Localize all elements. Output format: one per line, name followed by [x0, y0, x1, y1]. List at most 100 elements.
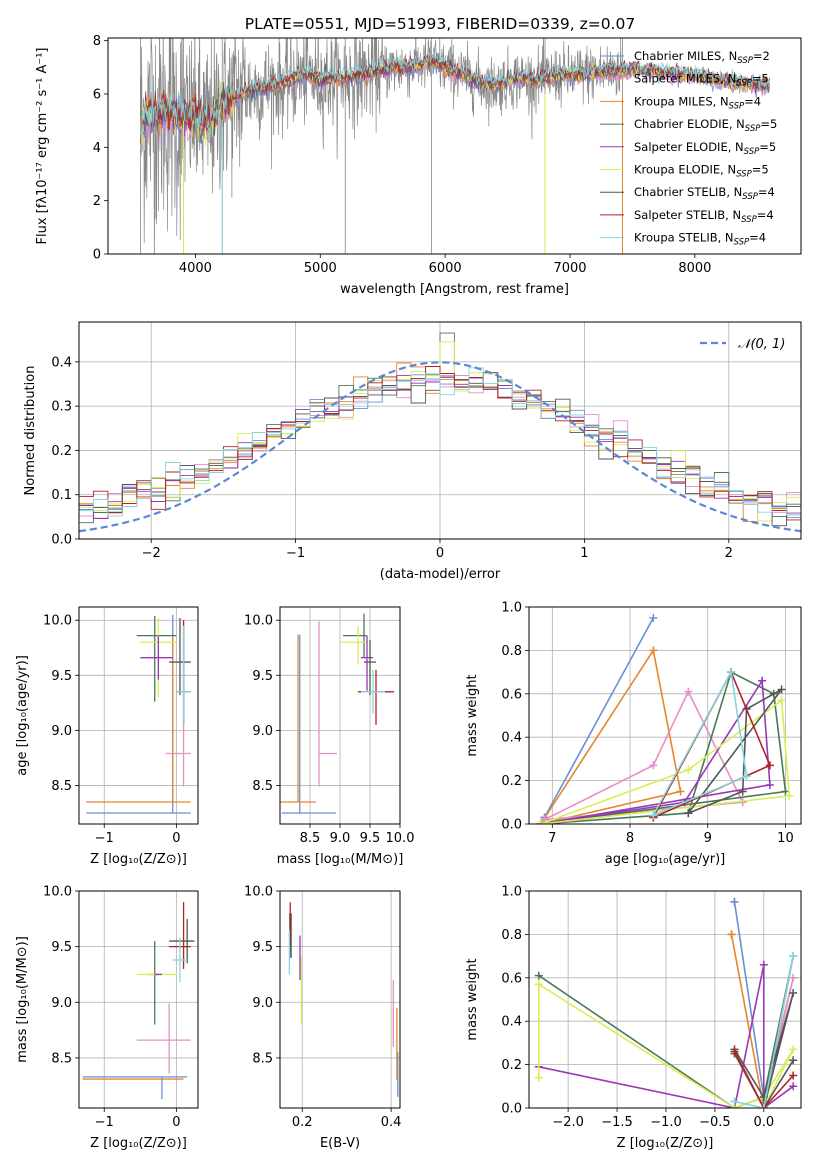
axes-frame — [78, 606, 199, 825]
legend-label-kroupa_elodie: Kroupa ELODIE, NSSP=5 — [634, 163, 769, 180]
errorbar-point-chabrier_stelib — [169, 618, 191, 696]
x-axis-label: Z [log₁₀(Z/Z⊙)] — [90, 852, 187, 867]
axes-frame — [107, 37, 802, 255]
axes-frame — [279, 606, 401, 825]
x-axis-label: (data-model)/error — [380, 567, 501, 582]
y-tick-label: 8.5 — [51, 1051, 72, 1066]
weight-line-chabrier_elodie — [540, 670, 787, 824]
errorbar-point-kroupa_miles — [86, 636, 191, 803]
x-tick-label: −1.5 — [601, 1115, 633, 1130]
x-tick-label: −1 — [95, 1115, 114, 1130]
weight-line-kroupa_elodie — [538, 982, 794, 1108]
y-tick-label: 0.3 — [51, 400, 72, 415]
y-tick-label: 0.6 — [501, 971, 522, 986]
x-axis-label: Z [log₁₀(Z/Z⊙)] — [90, 1136, 187, 1151]
x-tick-label: −2 — [142, 546, 161, 561]
y-axis-label: Flux [fλ10⁻¹⁷ erg cm⁻² s⁻¹ A⁻¹] — [35, 48, 50, 245]
weight-marker-kroupa_miles — [649, 646, 658, 655]
weight-marker-kroupa_stelib — [649, 811, 658, 820]
x-tick-label: 6000 — [429, 261, 462, 276]
weight-marker-kroupa_elodie — [534, 980, 543, 989]
plot-area — [288, 902, 399, 1097]
weight-line-kroupa_stelib — [734, 955, 794, 1108]
x-tick-label: 8 — [626, 831, 634, 846]
weight-marker-salpeter_miles — [738, 798, 747, 807]
figure-title: PLATE=0551, MJD=51993, FIBERID=0339, z=0… — [245, 15, 635, 33]
x-axis-label: age [log₁₀(age/yr)] — [605, 852, 726, 867]
plot-area — [280, 613, 394, 814]
y-axis-label: mass [log₁₀(M/M⊙)] — [15, 936, 30, 1063]
errorbar-point-salpeter_miles — [136, 1003, 191, 1074]
y-tick-label: 0.6 — [501, 687, 522, 702]
x-tick-label: −0.5 — [699, 1115, 731, 1130]
y-tick-label: 9.0 — [51, 996, 72, 1011]
y-tick-label: 10.0 — [244, 614, 273, 629]
errorbar-point-chabrier_stelib — [169, 918, 195, 964]
weight-marker-kroupa_elodie — [785, 791, 794, 800]
weight-marker-salpeter_stelib — [730, 1047, 739, 1056]
axes-frame — [528, 890, 802, 1109]
x-tick-label: −2.0 — [552, 1115, 584, 1130]
x-axis-label: E(B-V) — [320, 1136, 360, 1151]
weight-marker-kroupa_stelib — [727, 668, 736, 677]
weight-marker-kroupa_miles — [727, 930, 736, 939]
y-tick-label: 0.2 — [51, 444, 72, 459]
x-tick-label: 9.5 — [360, 831, 381, 846]
y-tick-label: 9.0 — [51, 724, 72, 739]
y-tick-label: 0.8 — [501, 928, 522, 943]
errorbar-point-kroupa_stelib — [176, 625, 191, 725]
y-tick-label: 0.4 — [501, 1015, 522, 1030]
normal-curve — [79, 361, 801, 533]
y-tick-label: 0.2 — [501, 774, 522, 789]
legend-label-salpeter_stelib: Salpeter STELIB, NSSP=4 — [634, 208, 774, 225]
errorbar-point-kroupa_stelib — [172, 937, 188, 983]
weight-marker-kroupa_elodie — [536, 820, 545, 824]
axes-frame — [528, 606, 802, 825]
normal-legend-label: 𝒩(0, 1) — [738, 337, 785, 352]
plot-area — [79, 332, 801, 533]
plot-area — [86, 614, 191, 814]
errorbar-point-chabrier_elodie — [343, 613, 367, 658]
x-tick-label: 0 — [436, 546, 444, 561]
panel-residuals: −2 −1 0 1 2 0.0 0.1 0.2 0.3 0.4 (data-model)/error… — [23, 321, 802, 582]
weight-marker-salpeter_miles — [789, 973, 798, 982]
axes-frame — [78, 890, 199, 1109]
weight-marker-kroupa_stelib — [759, 1104, 768, 1108]
errorbar-point-chabrier_elodie — [147, 941, 159, 1025]
panel-weight_vs_age: 7 8 9 10 0.0 0.2 0.4 0.6 0.8 1.0 age [log₁₀(age/yr… — [465, 601, 802, 867]
legend-label-salpeter_elodie: Salpeter ELODIE, NSSP=5 — [634, 140, 776, 157]
y-tick-label: 9.5 — [51, 669, 72, 684]
x-axis-label: wavelength [Angstrom, rest frame] — [340, 282, 569, 297]
axes-frame — [78, 321, 802, 540]
legend-label-chabrier_miles: Chabrier MILES, NSSP=2 — [634, 49, 770, 66]
weight-marker-kroupa_elodie — [789, 1045, 798, 1054]
x-tick-label: 10.0 — [386, 831, 415, 846]
y-tick-label: 8.5 — [252, 779, 273, 794]
y-tick-label: 0.1 — [51, 488, 72, 503]
weight-line-kroupa_stelib — [652, 669, 748, 817]
y-tick-label: 10.0 — [244, 885, 273, 900]
y-tick-label: 8.5 — [51, 779, 72, 794]
y-tick-label: 0.0 — [501, 818, 522, 833]
histogram-salpeter_stelib — [79, 366, 801, 521]
weight-marker-kroupa_stelib — [742, 772, 751, 781]
weight-line-salpeter_stelib — [733, 1051, 794, 1108]
y-tick-label: 10.0 — [43, 614, 72, 629]
weight-marker-kroupa_elodie — [777, 696, 786, 705]
x-tick-label: 8.5 — [300, 831, 321, 846]
plot-area — [534, 897, 798, 1108]
y-tick-label: 9.5 — [252, 669, 273, 684]
weight-marker-salpeter_elodie — [765, 780, 774, 789]
y-tick-label: 9.0 — [252, 724, 273, 739]
y-axis-label: Normed distribution — [23, 366, 38, 496]
y-tick-label: 0.0 — [51, 533, 72, 548]
errorbar-point-kroupa_elodie — [340, 625, 367, 665]
x-tick-label: 7000 — [553, 261, 586, 276]
y-tick-label: 9.5 — [252, 940, 273, 955]
weight-marker-kroupa_stelib — [730, 1097, 739, 1106]
x-tick-label: 1 — [580, 546, 588, 561]
x-tick-label: 9 — [704, 831, 712, 846]
weight-marker-kroupa_miles — [676, 787, 685, 796]
x-tick-label: −1 — [286, 546, 305, 561]
